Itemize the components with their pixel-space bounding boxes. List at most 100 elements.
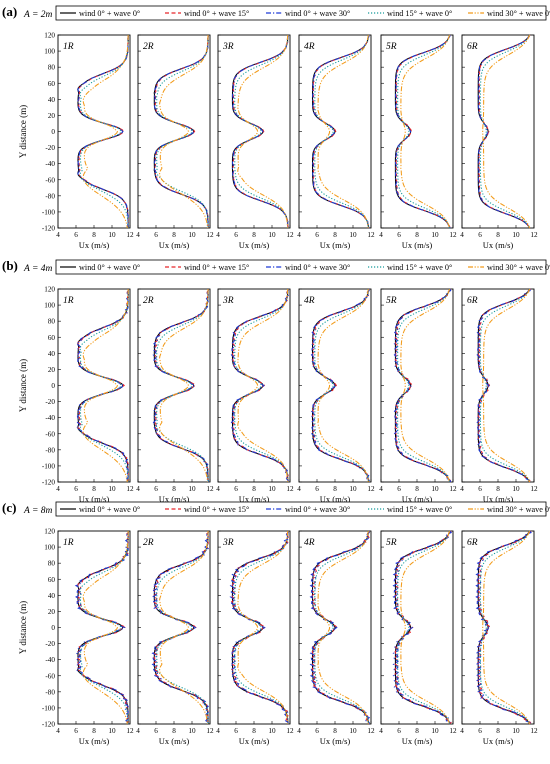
x-tick-label: 8 [252, 231, 256, 239]
y-tick-label: -100 [42, 462, 56, 470]
x-tick-label: 8 [496, 727, 500, 735]
legend-frame [55, 259, 547, 275]
x-tick-label: 4 [460, 727, 464, 735]
panel-label: 2R [143, 538, 154, 548]
panel-2R: 4 6 8 10 12 Ux (m/s) 2R [136, 530, 214, 746]
x-tick-label: 12 [206, 231, 214, 239]
x-tick-label: 10 [188, 727, 196, 735]
x-tick-label: 6 [234, 231, 238, 239]
legend-frame [55, 501, 547, 517]
panel-label: 2R [143, 42, 154, 52]
y-tick-label: -40 [45, 414, 55, 422]
x-tick-label: 4 [56, 485, 60, 493]
series-line [231, 34, 289, 228]
x-axis-label: Ux (m/s) [402, 736, 433, 746]
group-label: (b) [2, 258, 18, 273]
series-line [397, 530, 451, 725]
series-line [79, 530, 129, 725]
x-tick-label: 10 [512, 727, 520, 735]
y-axis-label: Y distance (m) [18, 105, 28, 158]
y-tick-label: 40 [48, 96, 56, 104]
y-tick-label: 20 [48, 608, 56, 616]
y-tick-label: -120 [42, 479, 56, 487]
plot-frame [217, 288, 291, 483]
series-line [314, 288, 370, 483]
panel-6R: 4 6 8 10 12 Ux (m/s) 6R [460, 288, 538, 504]
x-tick-label: 6 [74, 231, 78, 239]
y-tick-label: -100 [42, 208, 56, 216]
y-tick-label: -80 [45, 192, 55, 200]
y-tick-label: 100 [44, 544, 55, 552]
series-line [314, 34, 370, 229]
x-tick-label: 8 [415, 727, 419, 735]
y-tick-label: -60 [45, 672, 55, 680]
panel-2R: 4 6 8 10 12 Ux (m/s) 2R [136, 34, 214, 250]
y-tick-label: -100 [42, 704, 56, 712]
series-line [77, 34, 129, 228]
x-tick-label: 12 [449, 727, 457, 735]
x-tick-label: 8 [92, 485, 96, 493]
panel-label: 3R [222, 296, 234, 306]
figure-group: (c) A = 8m wind 0° + wave 0° wind 0° + wave… [2, 500, 550, 746]
series-line [230, 288, 289, 482]
series-line [482, 288, 531, 483]
x-tick-label: 12 [286, 485, 294, 493]
x-tick-label: 8 [415, 231, 419, 239]
x-tick-label: 4 [460, 231, 464, 239]
x-tick-label: 6 [478, 485, 482, 493]
legend-entry: wind 0° + wave 30° [285, 9, 350, 18]
series-line [155, 530, 209, 725]
x-tick-label: 12 [530, 231, 538, 239]
y-tick-label: -60 [45, 430, 55, 438]
legend-entry: wind 15° + wave 0° [387, 263, 452, 272]
legend-frame [55, 5, 547, 21]
x-axis-label: Ux (m/s) [239, 494, 270, 504]
series-line [394, 34, 451, 229]
series-line [392, 530, 453, 725]
series-line [155, 288, 209, 483]
x-axis-label: Ux (m/s) [159, 240, 190, 250]
y-tick-label: 20 [48, 366, 56, 374]
x-axis-label: Ux (m/s) [79, 494, 110, 504]
panel-4R: 4 6 8 10 12 Ux (m/s) 4R [297, 288, 375, 504]
plot-frame [137, 530, 211, 725]
x-axis-label: Ux (m/s) [483, 494, 514, 504]
y-tick-label: 0 [51, 382, 55, 390]
y-tick-label: -40 [45, 656, 55, 664]
series-line [400, 34, 450, 229]
x-tick-label: 4 [379, 485, 383, 493]
series-line [479, 34, 531, 229]
series-line [159, 530, 209, 725]
x-tick-label: 4 [216, 231, 220, 239]
y-tick-label: 120 [44, 286, 55, 294]
x-tick-label: 4 [136, 485, 140, 493]
x-axis-label: Ux (m/s) [159, 736, 190, 746]
x-tick-label: 8 [252, 485, 256, 493]
series-line [476, 288, 532, 483]
x-tick-label: 10 [108, 727, 116, 735]
series-line [237, 530, 289, 725]
x-tick-label: 8 [496, 231, 500, 239]
x-tick-label: 12 [286, 727, 294, 735]
series-line [317, 530, 369, 725]
plot-frame [217, 34, 291, 229]
legend-entry: wind 30° + wave 0° [487, 263, 550, 272]
y-tick-label: 120 [44, 528, 55, 536]
plot-frame [380, 288, 454, 483]
series-line [482, 34, 531, 229]
series-line [479, 530, 531, 725]
figure-group: (a) A = 2m wind 0° + wave 0° wind 0° + wave… [2, 4, 550, 250]
series-line [154, 35, 209, 229]
y-tick-label: -40 [45, 160, 55, 168]
x-tick-label: 6 [154, 231, 158, 239]
y-tick-label: 20 [48, 112, 56, 120]
series-line [479, 288, 531, 483]
series-line [478, 34, 531, 229]
plot-frame [217, 530, 291, 725]
x-tick-label: 4 [460, 485, 464, 493]
x-tick-label: 10 [512, 485, 520, 493]
amplitude-label: A = 2m [23, 10, 53, 20]
x-axis-label: Ux (m/s) [402, 494, 433, 504]
y-tick-label: 80 [48, 560, 56, 568]
series-line [229, 530, 289, 724]
